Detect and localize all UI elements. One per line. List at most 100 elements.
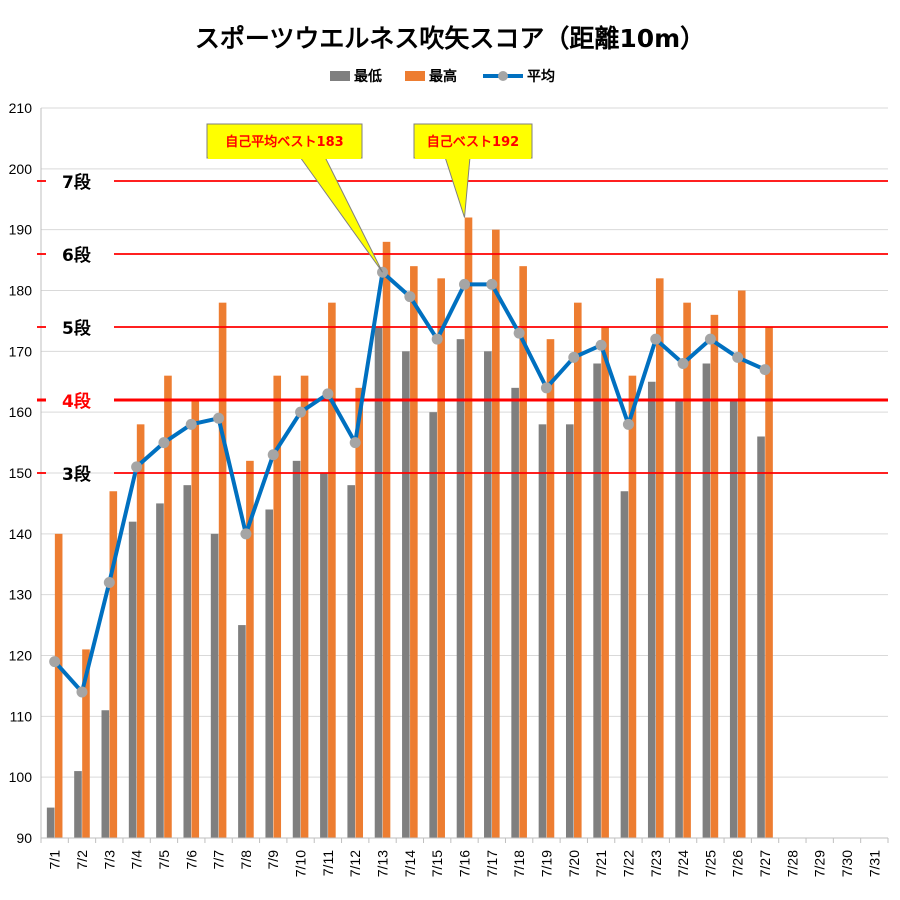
x-tick-label: 7/8 — [238, 850, 254, 870]
avg-point — [431, 333, 443, 345]
callout-text: 自己平均ベスト183 — [225, 134, 343, 150]
chart-title: スポーツウエルネス吹矢スコア（距離10m） — [195, 24, 705, 53]
x-tick-label: 7/20 — [566, 850, 582, 877]
y-tick-label: 90 — [16, 830, 32, 846]
x-tick-label: 7/21 — [593, 850, 609, 877]
x-tick-label: 7/9 — [265, 850, 281, 870]
x-tick-label: 7/3 — [101, 850, 117, 870]
x-tick-label: 7/24 — [675, 850, 691, 877]
y-tick-label: 170 — [9, 343, 33, 359]
avg-point — [568, 351, 580, 363]
bar-min — [156, 503, 164, 838]
bar-min — [565, 424, 574, 838]
dan-label: 6段 — [62, 245, 91, 266]
x-tick-label: 7/12 — [347, 850, 363, 877]
bar-max — [492, 229, 500, 838]
y-tick-label: 120 — [9, 648, 33, 664]
bar-max — [628, 375, 637, 838]
bar-min — [757, 436, 765, 838]
y-tick-label: 110 — [10, 708, 33, 724]
x-tick-label: 7/26 — [730, 850, 746, 877]
bar-max — [710, 314, 719, 838]
bar-max — [355, 387, 364, 838]
bar-max — [136, 424, 145, 838]
bar-min — [46, 807, 55, 838]
bar-max — [464, 217, 473, 838]
x-tick-label: 7/13 — [375, 850, 391, 877]
x-tick-label: 7/10 — [293, 850, 309, 877]
x-tick-label: 7/6 — [183, 850, 199, 870]
bar-max — [546, 339, 555, 838]
x-tick-label: 7/16 — [457, 850, 473, 877]
x-tick-label: 7/4 — [129, 850, 145, 870]
avg-point — [704, 333, 716, 345]
avg-point — [486, 278, 498, 290]
x-tick-label: 7/23 — [648, 850, 664, 877]
y-tick-label: 100 — [9, 769, 33, 785]
avg-point — [322, 388, 334, 400]
x-tick-label: 7/15 — [429, 850, 445, 877]
bar-min — [320, 473, 328, 838]
avg-point — [732, 351, 744, 363]
bar-min — [484, 351, 492, 838]
bar-max — [328, 302, 336, 839]
legend-label-min: 最低 — [354, 68, 382, 85]
bar-max — [683, 302, 691, 839]
avg-point — [76, 686, 88, 698]
avg-point — [185, 418, 197, 430]
bar-min — [620, 491, 629, 838]
callout-pointer — [299, 156, 383, 273]
avg-point — [103, 577, 115, 588]
x-tick-label: 7/31 — [866, 850, 882, 877]
legend-label-max: 最高 — [429, 68, 457, 85]
bar-min — [128, 521, 137, 838]
avg-point — [267, 449, 279, 461]
bar-min — [456, 339, 465, 838]
callout-seam — [208, 156, 361, 159]
bar-min — [647, 381, 656, 838]
y-tick-label: 130 — [9, 587, 33, 603]
x-tick-label: 7/1 — [47, 850, 63, 870]
x-tick-label: 7/18 — [511, 850, 527, 877]
x-tick-label: 7/25 — [702, 850, 718, 877]
avg-point — [240, 528, 252, 540]
y-tick-label: 210 — [9, 100, 33, 116]
avg-point — [213, 412, 225, 424]
bar-min — [347, 485, 356, 838]
bar-min — [402, 351, 410, 838]
avg-point — [540, 382, 552, 394]
bar-min — [292, 460, 301, 838]
bar-min — [538, 424, 547, 838]
y-tick-label: 180 — [9, 283, 33, 299]
bar-max — [191, 400, 200, 838]
bar-min — [101, 710, 110, 838]
callout-text: 自己ベスト192 — [427, 134, 519, 150]
bar-max — [164, 375, 172, 838]
x-tick-label: 7/28 — [784, 850, 800, 877]
bar-min — [210, 533, 219, 838]
x-tick-label: 7/27 — [757, 850, 773, 877]
bar-max — [54, 533, 63, 838]
bar-min — [183, 485, 192, 838]
bar-min — [238, 625, 246, 838]
y-tick-label: 190 — [9, 222, 33, 238]
x-tick-label: 7/2 — [74, 850, 90, 870]
x-tick-label: 7/11 — [320, 850, 336, 876]
x-tick-label: 7/19 — [538, 850, 554, 877]
x-tick-label: 7/22 — [620, 850, 636, 877]
bar-min — [429, 412, 437, 838]
bar-max — [765, 327, 773, 838]
bar-min — [374, 327, 383, 838]
x-tick-label: 7/17 — [484, 850, 500, 877]
y-tick-label: 140 — [9, 526, 33, 542]
avg-point — [759, 364, 771, 376]
callout-box — [413, 123, 533, 159]
bar-min — [511, 387, 519, 838]
y-tick-label: 160 — [9, 404, 33, 420]
x-tick-label: 7/7 — [211, 850, 227, 870]
avg-point — [349, 437, 361, 449]
bar-min — [702, 363, 711, 838]
bar-max — [737, 290, 746, 838]
bar-max — [519, 266, 527, 839]
